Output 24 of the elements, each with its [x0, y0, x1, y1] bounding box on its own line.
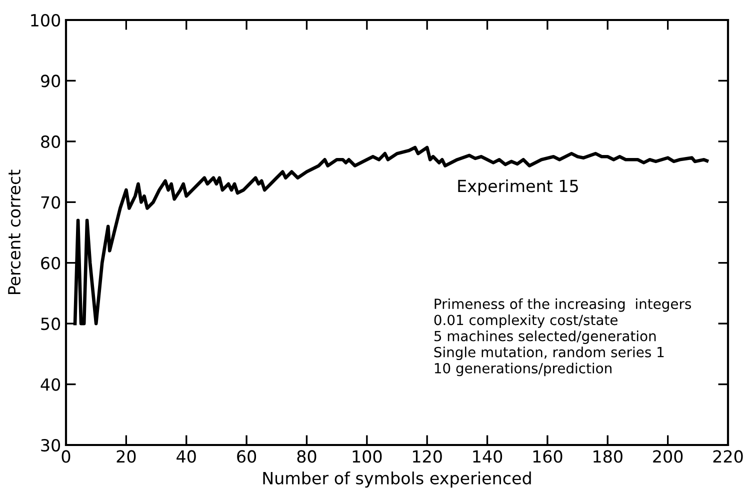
y-tick-label: 100	[31, 14, 60, 27]
y-tick-label: 30	[41, 438, 60, 452]
x-tick-label: 180	[594, 450, 622, 463]
x-tick-label: 120	[413, 450, 442, 463]
y-axis-title: Percent correct	[8, 170, 21, 294]
x-tick-label: 0	[62, 450, 70, 463]
y-tick-label: 80	[41, 135, 60, 148]
x-tick-label: 80	[297, 450, 316, 463]
y-tick-label: 70	[41, 196, 60, 209]
y-tick-label: 90	[40, 74, 60, 88]
annotation: Primeness of the increasing integers 0.01 complexity cost/state 5 machines selected/generation Single mutation, random series 1 10 generations/prediction	[434, 298, 692, 376]
x-tick-label: 20	[116, 450, 136, 463]
y-tick-label: 50	[41, 318, 60, 330]
y-tick-label: 40	[40, 378, 60, 391]
x-tick-label: 220	[713, 450, 743, 463]
annotation: Experiment 15	[458, 179, 578, 196]
x-tick-label: 160	[533, 450, 562, 463]
x-tick-label: 200	[653, 450, 683, 463]
x-tick-label: 60	[237, 450, 256, 463]
x-tick-label: 140	[473, 450, 502, 463]
y-tick-label: 60	[41, 256, 60, 270]
x-axis-title: Number of symbols experienced	[263, 472, 531, 488]
x-tick-label: 40	[176, 450, 196, 463]
x-tick-label: 100	[352, 450, 382, 463]
